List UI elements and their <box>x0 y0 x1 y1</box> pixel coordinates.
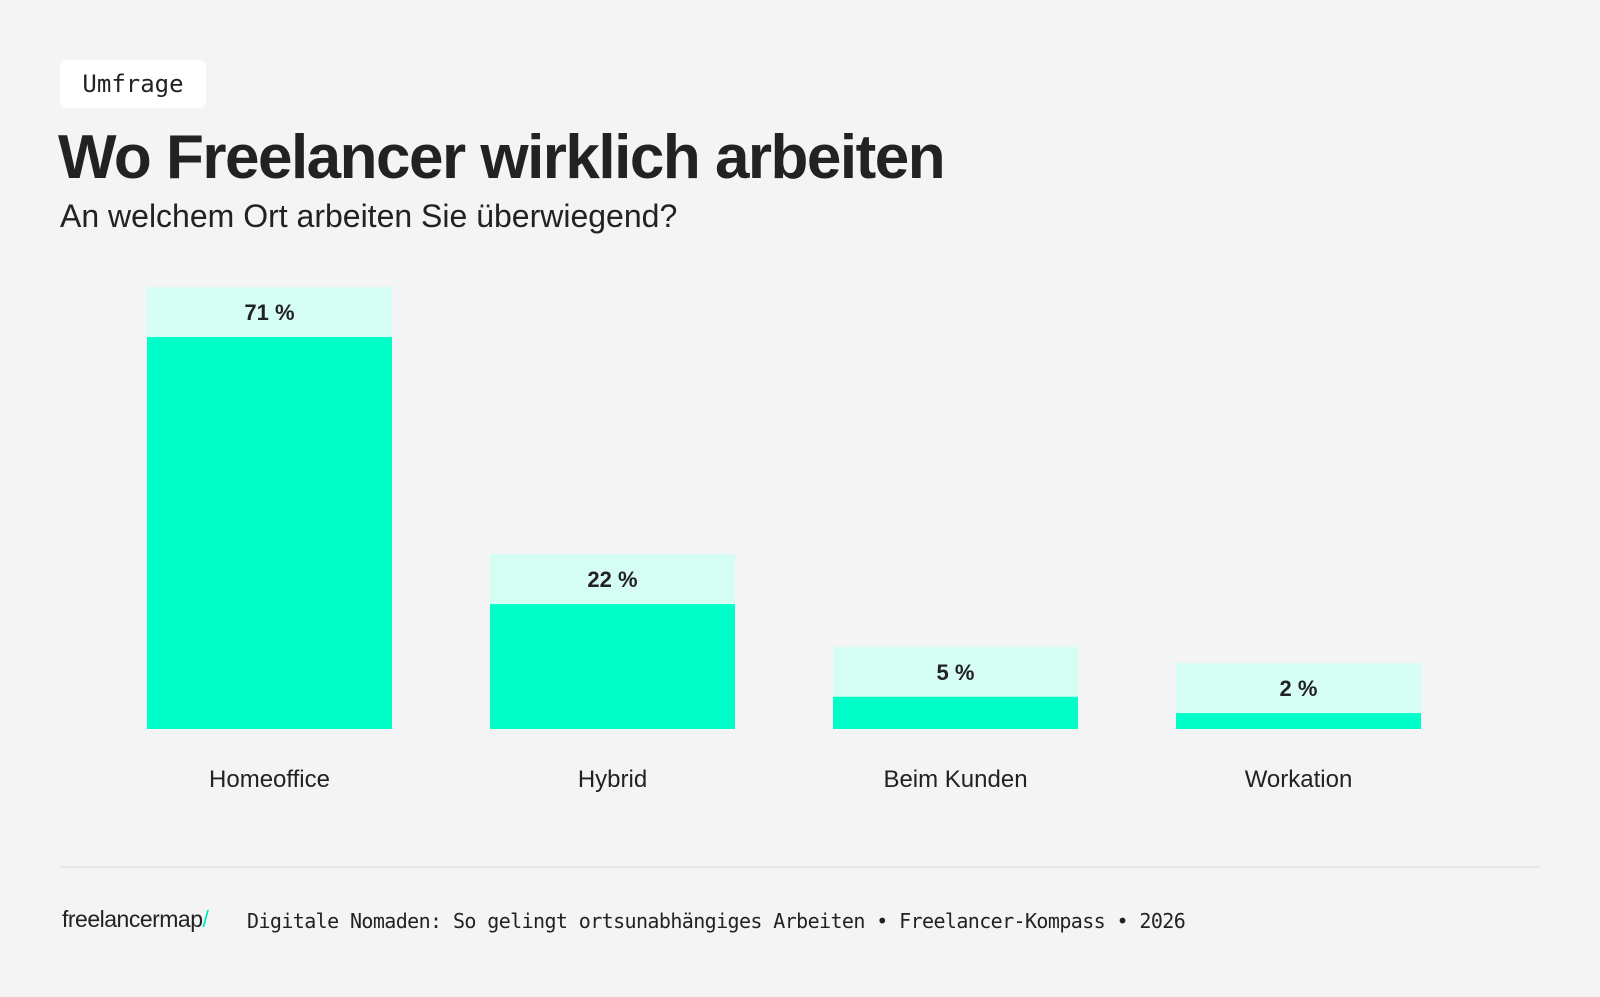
survey-tag: Umfrage <box>60 60 206 108</box>
footer-divider <box>60 866 1540 868</box>
data-label-box <box>147 287 392 338</box>
data-label: 5 % <box>937 660 975 685</box>
source-text: Digitale Nomaden: So gelingt ortsunabhän… <box>247 909 1186 933</box>
category-label: Hybrid <box>578 766 647 793</box>
category-label: Beim Kunden <box>883 766 1027 793</box>
data-label: 2 % <box>1280 676 1318 701</box>
data-label-box <box>833 646 1078 697</box>
bar-chart: 71 % Homeoffice 22 % Hybrid 5 % Beim Kunden 2 … <box>147 287 1421 793</box>
freelancermap-logo: freelancermap/ <box>62 906 209 932</box>
data-label: 22 % <box>587 567 637 592</box>
data-label-box <box>1176 663 1421 714</box>
bar-workation <box>1176 713 1421 729</box>
bar-hybrid <box>490 604 735 729</box>
bar-beim-kunden <box>833 696 1078 729</box>
category-label: Workation <box>1245 766 1353 793</box>
bar-homeoffice <box>147 337 392 729</box>
chart-title: Wo Freelancer wirklich arbeiten <box>58 123 946 192</box>
chart-subtitle: An welchem Ort arbeiten Sie überwiegend? <box>60 198 678 234</box>
data-label: 71 % <box>244 300 294 325</box>
category-label: Homeoffice <box>209 766 330 793</box>
data-label-box <box>490 554 735 605</box>
